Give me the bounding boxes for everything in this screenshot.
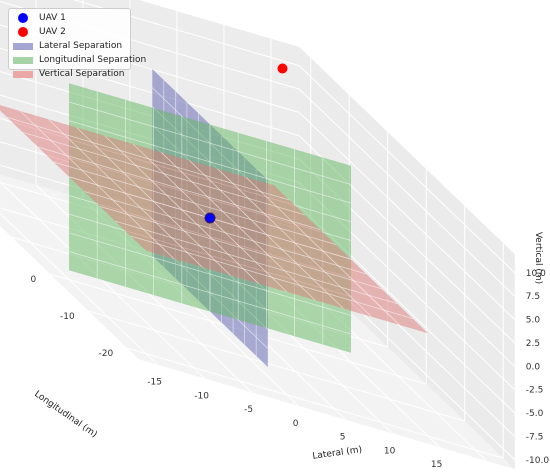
grid-line-y bbox=[88, 310, 465, 422]
z-tick-label: -2.5 bbox=[526, 386, 544, 396]
x-tick-label: 15 bbox=[431, 460, 442, 470]
z-tick-label: -5.0 bbox=[526, 409, 544, 419]
legend-dot-icon bbox=[18, 13, 28, 23]
uav-1-point bbox=[204, 212, 216, 224]
legend-marker bbox=[13, 70, 33, 78]
right-pane bbox=[299, 46, 515, 470]
legend-dot-icon bbox=[18, 27, 28, 37]
tick-labels: -15-10-505101520-20-100102030-10.0-7.5-5… bbox=[30, 269, 550, 470]
longitudinal-separation-plane-grid bbox=[68, 251, 352, 335]
legend-marker bbox=[13, 42, 33, 50]
legend-label: Longitudinal Separation bbox=[39, 55, 147, 65]
vertical-separation-plane-grid bbox=[38, 146, 321, 231]
legend-label: Lateral Separation bbox=[39, 41, 123, 51]
grid-line-z bbox=[298, 88, 516, 297]
uav-points bbox=[204, 63, 288, 224]
z-tick-label: 5.0 bbox=[526, 316, 541, 326]
legend-patch-icon bbox=[13, 42, 33, 50]
y-tick-label: 0 bbox=[30, 275, 36, 285]
legend: UAV 1 UAV 2 Lateral Separation Longitudinal… bbox=[8, 8, 146, 79]
z-tick-label: 10.0 bbox=[526, 269, 546, 279]
legend-marker bbox=[13, 27, 33, 37]
y-axis-label: Longitudinal (m) bbox=[32, 389, 98, 440]
legend-marker bbox=[13, 56, 33, 64]
z-tick-label: 0.0 bbox=[526, 362, 541, 372]
vertical-separation-plane-grid bbox=[84, 191, 367, 275]
x-tick-label: 10 bbox=[384, 447, 396, 457]
vertical-separation-plane-grid bbox=[130, 235, 413, 319]
vertical-separation-plane-grid bbox=[22, 131, 305, 216]
y-tick-label: -20 bbox=[98, 349, 113, 359]
vertical-separation-plane-grid bbox=[115, 220, 398, 305]
legend-item-vertical-separation: Vertical Separation bbox=[13, 67, 130, 81]
grid-line-z bbox=[298, 112, 516, 320]
x-tick-label: -15 bbox=[147, 378, 162, 388]
longitudinal-separation-plane-grid bbox=[68, 120, 352, 204]
z-tick-label: 2.5 bbox=[526, 339, 540, 349]
x-tick-label: -5 bbox=[244, 405, 253, 415]
legend-patch-icon bbox=[13, 70, 33, 78]
x-tick-label: 5 bbox=[340, 433, 346, 443]
vertical-separation-plane-grid bbox=[7, 117, 290, 201]
grid-line-z bbox=[298, 65, 516, 274]
legend-item-longitudinal-separation: Longitudinal Separation bbox=[13, 53, 146, 67]
legend-label: UAV 2 bbox=[39, 27, 66, 37]
grid-line-y bbox=[127, 347, 504, 459]
legend-item-lateral-separation: Lateral Separation bbox=[13, 39, 130, 53]
vertical-separation-plane-grid bbox=[53, 161, 336, 245]
legend-label: Vertical Separation bbox=[39, 69, 125, 79]
grid-line-z bbox=[0, 47, 300, 137]
z-tick-label: -7.5 bbox=[526, 433, 544, 443]
y-tick-label: -10 bbox=[60, 312, 75, 322]
legend-item-uav-1: UAV 1 bbox=[13, 11, 130, 25]
legend-patch-icon bbox=[13, 56, 33, 64]
legend-label: UAV 1 bbox=[39, 13, 66, 23]
vertical-separation-plane-grid bbox=[99, 205, 382, 290]
x-tick-label: 0 bbox=[293, 419, 299, 429]
x-axis-label: Lateral (m) bbox=[312, 445, 363, 462]
z-tick-label: -10.0 bbox=[526, 456, 550, 466]
x-tick-label: -10 bbox=[194, 392, 209, 402]
grid-line-x bbox=[0, 212, 158, 366]
uav-2-point bbox=[277, 63, 288, 74]
z-tick-label: 7.5 bbox=[526, 292, 540, 302]
z-axis-label: Vertical (m) bbox=[533, 232, 543, 284]
longitudinal-separation-plane-grid bbox=[68, 232, 352, 316]
longitudinal-separation-plane-grid bbox=[68, 101, 352, 185]
legend-marker bbox=[13, 13, 33, 23]
legend-item-uav-2: UAV 2 bbox=[13, 25, 130, 39]
